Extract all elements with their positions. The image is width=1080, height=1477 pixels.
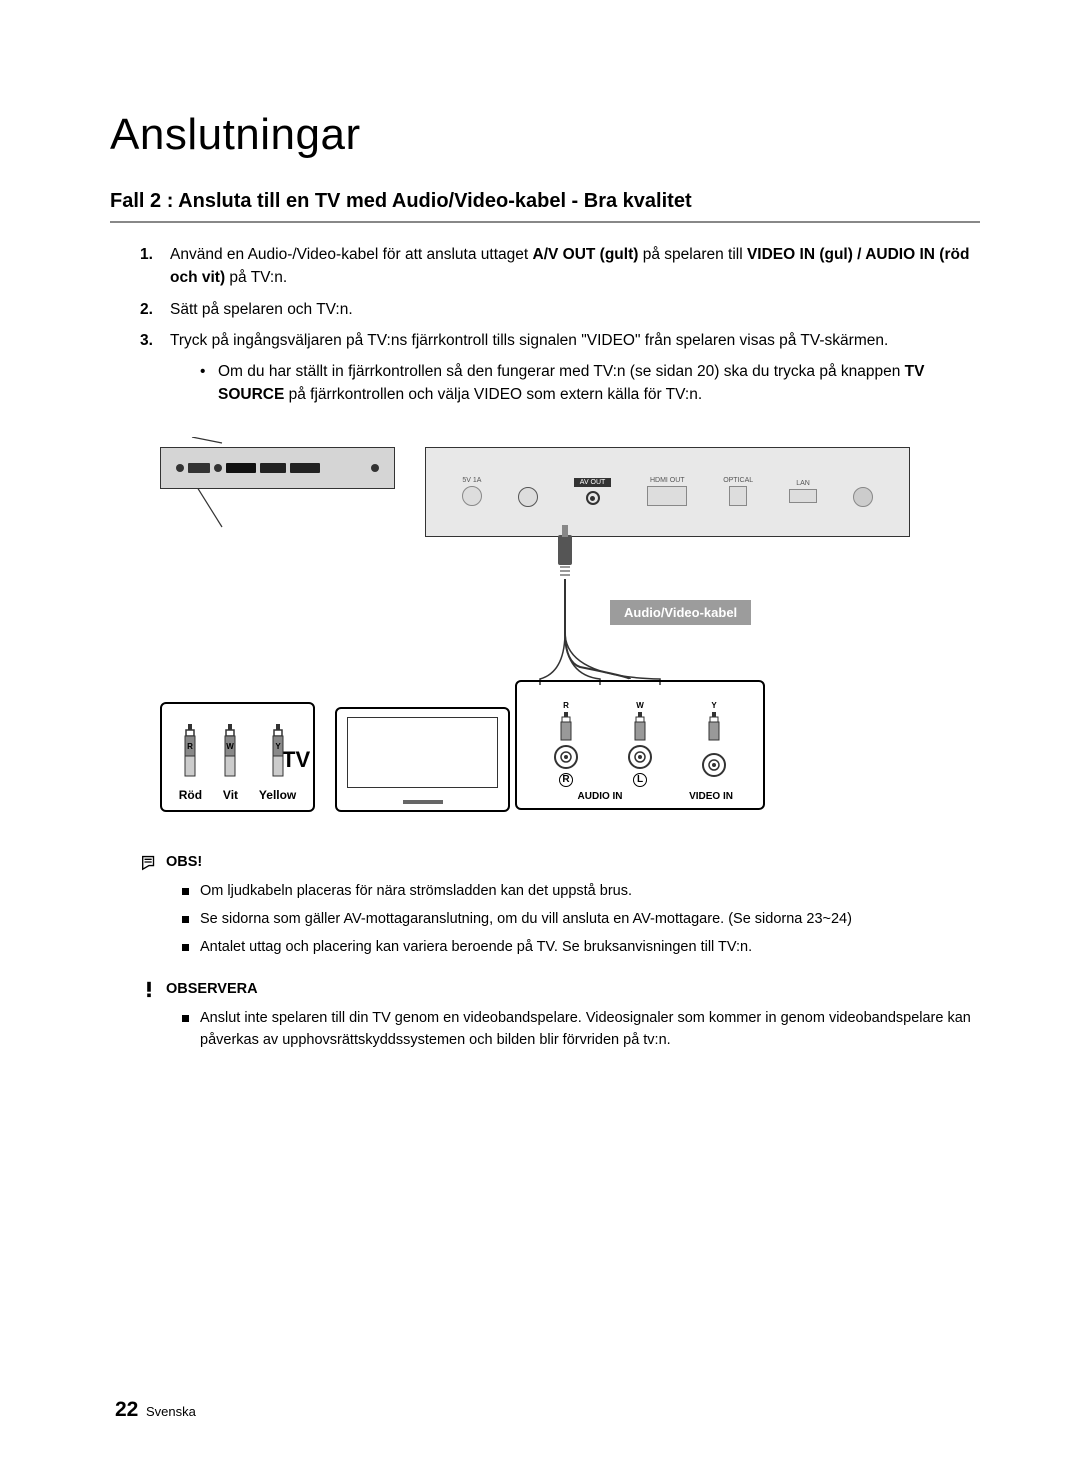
port-label: OPTICAL	[723, 477, 753, 484]
port-label: HDMI OUT	[650, 477, 685, 484]
warning-icon	[140, 980, 158, 998]
page-language: Svenska	[146, 1404, 196, 1419]
section-subtitle: Fall 2 : Ansluta till en TV med Audio/Vi…	[110, 190, 980, 223]
video-in-label: VIDEO IN	[673, 791, 748, 802]
plug-legend: R Röd W Vit Y Yellow	[160, 702, 315, 812]
step-text: Sätt på spelaren och TV:n.	[170, 298, 980, 321]
jack-socket-icon: R	[529, 744, 602, 787]
port-label: LAN	[796, 480, 810, 487]
port-label: AV OUT	[574, 478, 612, 487]
tv-device: TV	[335, 707, 510, 812]
observera-heading: OBSERVERA	[166, 979, 258, 1001]
note-icon	[140, 853, 158, 871]
plug-icon: W	[219, 722, 241, 782]
legend-item: Y Yellow	[259, 722, 296, 802]
jack-plug-icon	[677, 712, 750, 744]
step-text: Tryck på ingångsväljaren på TV:ns fjärrk…	[170, 329, 980, 352]
step-text: Använd en Audio-/Video-kabel för att ans…	[170, 243, 980, 290]
obs-item: Se sidorna som gäller AV-mottagaranslutn…	[182, 909, 980, 931]
port-label: 5V 1A	[462, 477, 481, 484]
obs-item: Antalet uttag och placering kan variera …	[182, 937, 980, 959]
obs-heading: OBS!	[166, 852, 202, 874]
step-number: 1.	[140, 243, 170, 290]
sub-step-text: Om du har ställt in fjärrkontrollen så d…	[218, 360, 980, 407]
observera-note: OBSERVERA Anslut inte spelaren till din …	[140, 979, 980, 1052]
jack-socket-icon	[677, 752, 750, 778]
jack-plug-icon	[529, 712, 602, 744]
svg-text:W: W	[227, 742, 235, 751]
page-footer: 22 Svenska	[115, 1398, 196, 1422]
jack-inputs: RWY R L AUDIO IN VIDEO IN	[515, 680, 765, 810]
plug-icon: Y	[267, 722, 289, 782]
step-number: 2.	[140, 298, 170, 321]
audio-in-label: AUDIO IN	[531, 791, 669, 802]
legend-item: W Vit	[219, 722, 241, 802]
jack-plug-icon	[603, 712, 676, 744]
legend-item: R Röd	[179, 722, 202, 802]
instruction-list: 1.Använd en Audio-/Video-kabel för att a…	[140, 243, 980, 407]
jack-socket-icon: L	[603, 744, 676, 787]
jack-cap-label: W	[603, 701, 676, 710]
jack-cap-label: R	[529, 701, 602, 710]
sub-bullet: •	[200, 360, 218, 407]
svg-text:Y: Y	[275, 742, 281, 751]
step-number: 3.	[140, 329, 170, 352]
connection-diagram: 5V 1A AV OUT HDMI OUT OPTICAL LAN	[160, 437, 910, 822]
page-title: Anslutningar	[110, 110, 980, 160]
page-number: 22	[115, 1398, 138, 1421]
obs-note: OBS! Om ljudkabeln placeras för nära str…	[140, 852, 980, 959]
svg-text:R: R	[187, 742, 193, 751]
jack-cap-label: Y	[677, 701, 750, 710]
player-device-small	[160, 447, 395, 489]
plug-icon: R	[179, 722, 201, 782]
observera-item: Anslut inte spelaren till din TV genom e…	[182, 1008, 980, 1052]
cable-label: Audio/Video-kabel	[610, 600, 751, 625]
obs-item: Om ljudkabeln placeras för nära strömsla…	[182, 881, 980, 903]
